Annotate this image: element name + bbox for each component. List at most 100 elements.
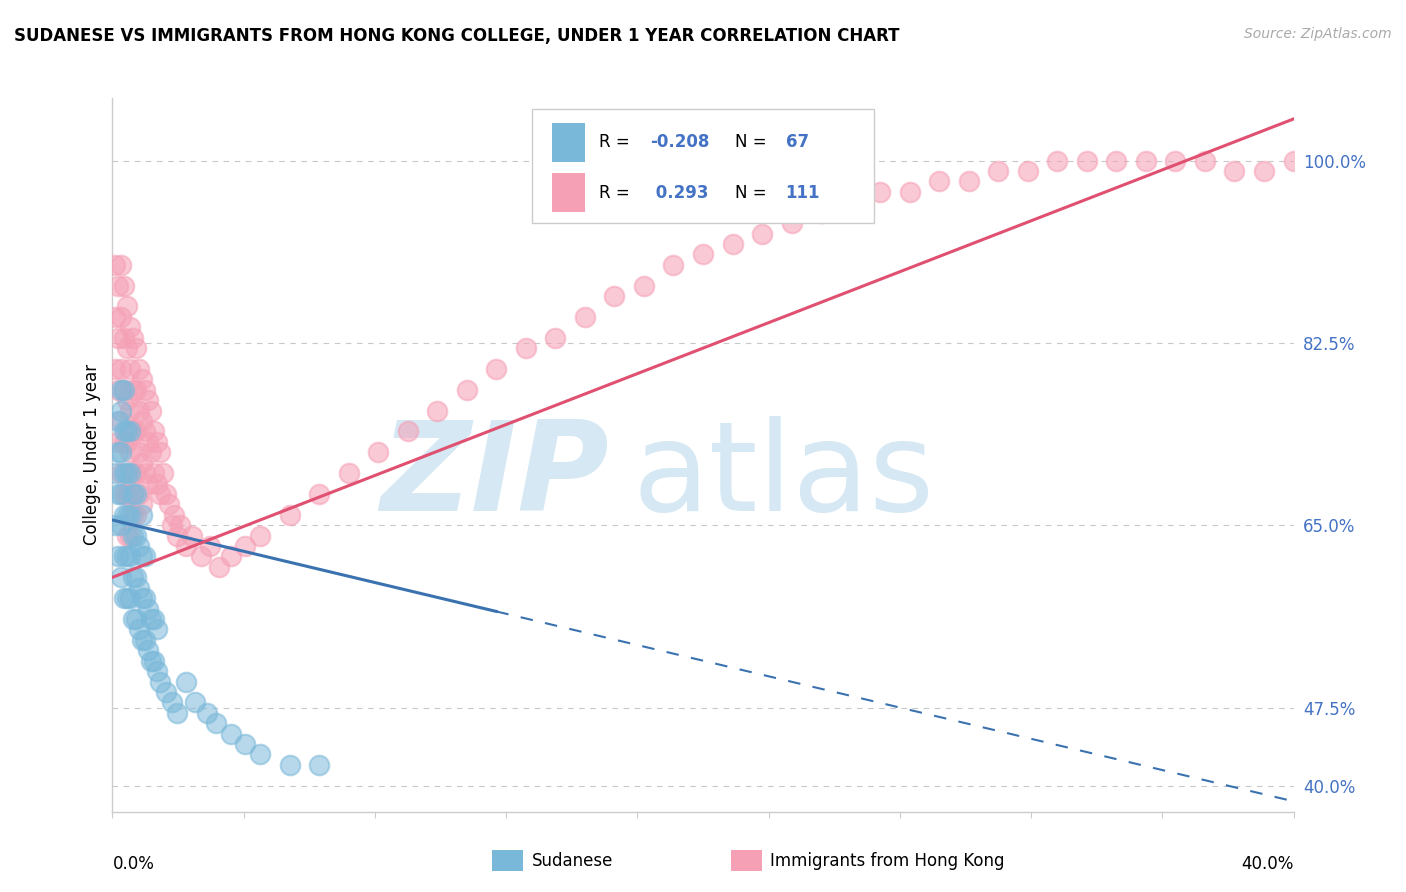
Point <box>120 508 142 522</box>
Text: R =: R = <box>599 134 636 152</box>
Point <box>110 466 132 480</box>
Point <box>128 445 150 459</box>
Point <box>146 434 169 449</box>
Point <box>142 466 165 480</box>
Point <box>136 434 159 449</box>
Point <box>110 518 132 533</box>
Point <box>110 258 132 272</box>
Point <box>125 508 148 522</box>
Point <box>112 331 135 345</box>
Text: N =: N = <box>735 184 772 202</box>
Point <box>134 425 156 439</box>
Point <box>112 434 135 449</box>
Point <box>125 612 148 626</box>
Point <box>869 185 891 199</box>
Point <box>146 623 169 637</box>
Text: 111: 111 <box>786 184 820 202</box>
Point <box>117 434 138 449</box>
Point <box>112 278 135 293</box>
Point <box>122 383 145 397</box>
Point <box>184 695 207 709</box>
Point <box>125 529 148 543</box>
Point <box>515 341 537 355</box>
Point <box>1076 153 1098 168</box>
Point <box>107 383 129 397</box>
Point <box>181 529 204 543</box>
Point <box>780 216 803 230</box>
Point <box>120 425 142 439</box>
Point <box>131 456 153 470</box>
Point <box>139 445 162 459</box>
Point <box>120 466 142 480</box>
Point <box>117 508 138 522</box>
Point <box>219 549 242 564</box>
Point <box>131 414 153 428</box>
Point <box>112 425 135 439</box>
Point <box>110 487 132 501</box>
Point <box>195 706 218 720</box>
Point <box>1105 153 1128 168</box>
Point <box>122 570 145 584</box>
Point <box>208 560 231 574</box>
Point <box>987 164 1010 178</box>
Point <box>249 529 271 543</box>
Point <box>136 393 159 408</box>
Point <box>142 654 165 668</box>
Point <box>426 403 449 417</box>
Point <box>134 591 156 606</box>
Point <box>603 289 626 303</box>
Point <box>122 331 145 345</box>
Point <box>122 529 145 543</box>
Text: N =: N = <box>735 134 772 152</box>
Point <box>107 414 129 428</box>
Point <box>120 487 142 501</box>
Point <box>190 549 212 564</box>
Point <box>205 716 228 731</box>
Point <box>125 570 148 584</box>
Text: R =: R = <box>599 184 636 202</box>
Point <box>117 591 138 606</box>
Point <box>104 310 127 324</box>
Point <box>1194 153 1216 168</box>
Point <box>163 508 186 522</box>
Text: -0.208: -0.208 <box>650 134 709 152</box>
Text: 0.293: 0.293 <box>650 184 709 202</box>
Point <box>117 549 138 564</box>
Point <box>136 476 159 491</box>
Text: Source: ZipAtlas.com: Source: ZipAtlas.com <box>1244 27 1392 41</box>
Point <box>169 518 191 533</box>
Point <box>122 487 145 501</box>
Text: 40.0%: 40.0% <box>1241 855 1294 872</box>
Point <box>898 185 921 199</box>
Point <box>155 487 177 501</box>
Point <box>122 466 145 480</box>
Point <box>110 570 132 584</box>
Point <box>139 612 162 626</box>
Point <box>104 362 127 376</box>
Point <box>117 466 138 480</box>
Point <box>139 654 162 668</box>
Point <box>692 247 714 261</box>
Point <box>152 466 174 480</box>
Point <box>278 508 301 522</box>
Point <box>633 278 655 293</box>
Point <box>107 331 129 345</box>
Point <box>117 393 138 408</box>
Point <box>104 518 127 533</box>
Point <box>485 362 508 376</box>
Point <box>219 726 242 740</box>
Point <box>128 539 150 553</box>
Point <box>110 310 132 324</box>
Point <box>125 466 148 480</box>
Point <box>122 612 145 626</box>
Point <box>157 497 180 511</box>
Text: atlas: atlas <box>633 416 934 537</box>
Point <box>112 549 135 564</box>
Point <box>128 487 150 501</box>
Point <box>134 632 156 647</box>
Point <box>117 300 138 314</box>
Point <box>142 425 165 439</box>
Point <box>839 195 862 210</box>
Point <box>120 591 142 606</box>
Point <box>136 643 159 657</box>
